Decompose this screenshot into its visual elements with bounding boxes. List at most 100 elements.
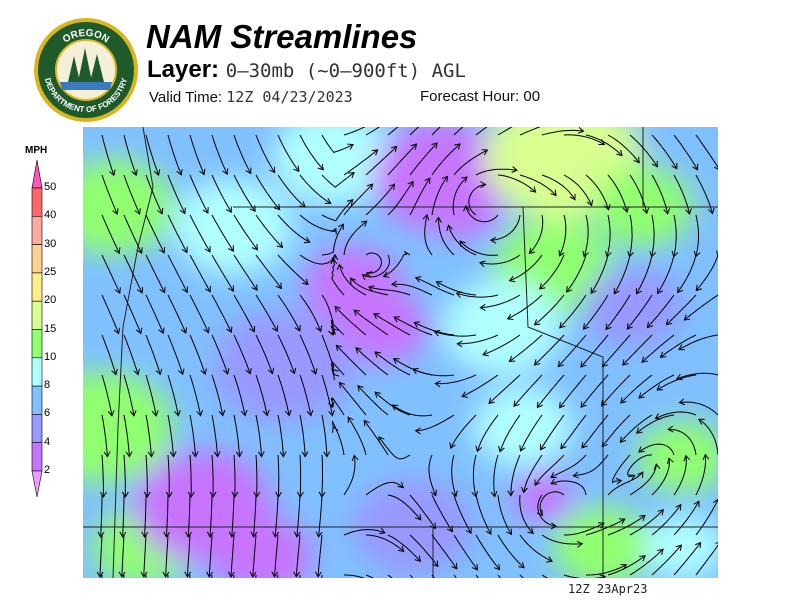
streamline-arrowhead [203,326,210,334]
streamline-arrowhead [576,540,584,548]
streamline-arrowhead [228,285,234,292]
streamline-arrowhead [714,166,718,170]
streamline [374,391,411,416]
streamline [673,134,699,170]
streamline [413,321,455,336]
streamline [660,334,697,358]
streamline-arrowhead [582,250,589,258]
streamline-arrowhead [454,143,461,150]
streamline [453,149,488,176]
valid-time-value: 12Z 04/23/2023 [226,88,353,106]
streamline-arrowhead [580,401,587,408]
streamline [550,454,587,479]
streamline [431,494,453,532]
streamline-arrowhead [276,241,284,249]
streamline-arrowhead [136,287,144,294]
streamline-arrowhead [675,373,683,381]
colorbar-segment [31,357,43,387]
streamline-arrowhead [373,313,380,320]
streamline [343,529,385,536]
streamline-arrowhead [249,325,256,333]
streamline-arrowhead [635,287,642,295]
streamline-arrowhead [628,474,636,481]
streamline-arrowhead [275,282,282,290]
streamline [296,494,301,537]
streamline-arrowhead [675,544,683,551]
streamline-arrowhead [539,443,546,451]
valid-time: Valid Time: 12Z 04/23/2023 [149,88,353,106]
streamline [211,374,224,416]
streamline-map[interactable] [83,127,718,578]
streamline [343,220,368,256]
streamline-arrowhead [638,446,645,453]
streamline [447,225,477,256]
timestamp: 12Z 23Apr23 [568,582,648,596]
colorbar-segment [31,414,43,443]
streamline [520,414,543,452]
streamline-arrowhead [536,401,543,409]
streamline [698,418,718,456]
streamline-arrowhead [218,409,226,417]
streamline-arrowhead [451,490,458,498]
streamline [488,374,521,404]
streamline-arrowhead [613,287,620,295]
streamline-arrowhead [498,445,505,453]
streamline-arrowhead [550,522,558,530]
streamline [363,420,389,456]
streamline [233,414,241,457]
streamline-arrowhead [533,319,541,326]
streamline [230,534,235,577]
streamline-arrowhead [414,555,422,563]
streamline-arrowhead [262,409,270,417]
streamline [676,372,718,380]
streamline-arrowhead [390,280,398,288]
streamline-arrowhead [293,531,301,538]
streamline [100,495,103,538]
streamline [365,146,398,176]
streamline [479,254,521,265]
streamline-arrowhead [245,367,252,375]
streamline [509,254,543,282]
streamline-arrowhead [397,481,404,489]
streamline [101,254,121,294]
streamline [638,374,675,399]
streamline-arrowhead [302,278,309,286]
streamline-arrowhead [715,541,718,545]
colorbar-segment [31,300,43,330]
streamline [607,134,640,164]
streamline-arrowhead [490,490,498,498]
streamline-arrowhead [185,531,192,538]
streamline-arrowhead [113,327,121,335]
streamline [387,534,421,562]
streamline-arrowhead [251,284,258,291]
streamline [277,214,311,243]
streamline [318,494,323,537]
streamline [255,454,258,498]
streamline [165,534,169,577]
streamline-arrowhead [683,454,691,462]
streamline [563,134,605,145]
streamline [695,499,718,536]
streamline [211,214,234,252]
streamline [189,374,202,416]
streamline-arrowhead [165,491,173,498]
streamline-arrowhead [683,314,691,321]
streamline [145,174,163,214]
state-border [522,206,604,578]
colorbar-tick-label: 8 [44,379,51,392]
streamline [387,127,399,136]
streamline-arrowhead [518,562,525,569]
colorbar-tick-label: 40 [44,209,57,222]
streamline [607,174,628,213]
streamline-arrowhead [107,410,115,417]
streamline [666,294,697,326]
streamline-arrowhead [196,409,204,417]
streamline [534,294,565,326]
streamline-arrowhead [605,250,612,258]
streamline [343,183,373,216]
streamline [651,134,678,170]
streamline-arrowhead [289,367,297,375]
streamline [211,174,232,213]
streamline-arrowhead [431,142,438,149]
streamline-arrowhead [698,418,705,425]
